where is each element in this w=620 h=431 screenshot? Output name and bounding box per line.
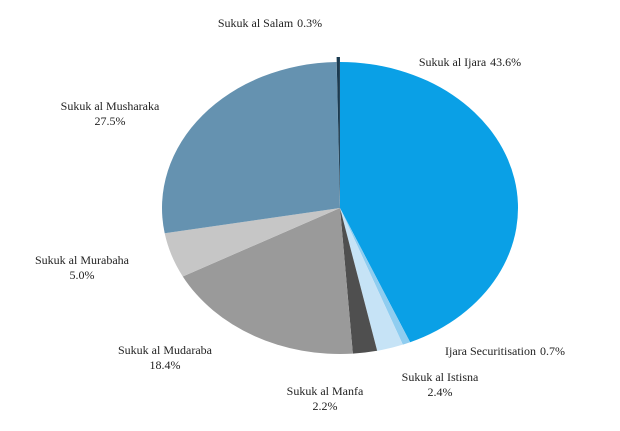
slice-label-group: Ijara Securitisation 0.7% xyxy=(445,344,565,358)
value-label: 2.2% xyxy=(313,399,338,413)
slice-label-group: Sukuk al Ijara 43.6% xyxy=(419,55,521,69)
value-label: 27.5% xyxy=(95,114,126,128)
value-label: 18.4% xyxy=(150,358,181,372)
slice-label: Sukuk al Mudaraba xyxy=(118,343,213,357)
pie-slice xyxy=(340,208,403,351)
slice-label: Sukuk al Manfa xyxy=(287,384,364,398)
pie-slice xyxy=(340,208,411,345)
pie-slice xyxy=(162,62,340,234)
pie-slice xyxy=(336,57,340,204)
slice-label: Sukuk al Murabaha xyxy=(35,253,130,267)
value-label: 5.0% xyxy=(70,268,95,282)
value-label: 0.7% xyxy=(540,344,565,358)
slice-label: Ijara Securitisation xyxy=(445,344,536,358)
slice-label: Sukuk al Istisna xyxy=(402,370,479,384)
slice-label-group: Sukuk al Salam 0.3% xyxy=(218,16,322,30)
slice-label: Sukuk al Salam xyxy=(218,16,294,30)
value-label: 43.6% xyxy=(490,55,521,69)
slice-label: Sukuk al Ijara xyxy=(419,55,487,69)
pie-slice xyxy=(164,208,340,277)
pie-slice xyxy=(182,208,353,354)
slice-label: Sukuk al Musharaka xyxy=(61,99,160,113)
value-label: 2.4% xyxy=(428,385,453,399)
value-label: 0.3% xyxy=(297,16,322,30)
pie-slice xyxy=(340,62,518,343)
pie-slice xyxy=(340,208,378,354)
